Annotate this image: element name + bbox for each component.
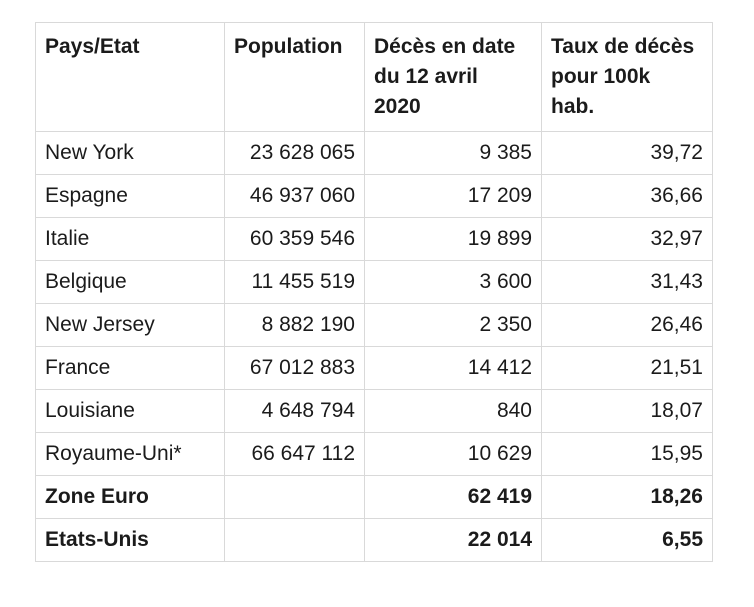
cell-pays-etat: Italie <box>35 217 225 261</box>
cell-population: 60 359 546 <box>224 217 365 261</box>
table-header: Pays/Etat Population Décès en date du 12… <box>35 22 713 132</box>
cell-pays-etat: France <box>35 346 225 390</box>
table-row-total-etats-unis: Etats-Unis 22 014 6,55 <box>35 518 713 562</box>
column-header-deces: Décès en date du 12 avril 2020 <box>364 22 542 132</box>
cell-deces: 2 350 <box>364 303 542 347</box>
cell-population: 8 882 190 <box>224 303 365 347</box>
cell-population: 4 648 794 <box>224 389 365 433</box>
column-header-population: Population <box>224 22 365 132</box>
cell-deces: 3 600 <box>364 260 542 304</box>
cell-taux: 18,07 <box>541 389 713 433</box>
cell-deces: 62 419 <box>364 475 542 519</box>
cell-taux: 31,43 <box>541 260 713 304</box>
cell-taux: 21,51 <box>541 346 713 390</box>
table-row: Italie 60 359 546 19 899 32,97 <box>35 217 713 261</box>
table-row: Royaume-Uni* 66 647 112 10 629 15,95 <box>35 432 713 476</box>
table-body: New York 23 628 065 9 385 39,72 Espagne … <box>35 131 713 562</box>
cell-pays-etat: Zone Euro <box>35 475 225 519</box>
table-row: Louisiane 4 648 794 840 18,07 <box>35 389 713 433</box>
column-header-pays-etat: Pays/Etat <box>35 22 225 132</box>
cell-taux: 39,72 <box>541 131 713 175</box>
cell-deces: 840 <box>364 389 542 433</box>
cell-pays-etat: Belgique <box>35 260 225 304</box>
cell-deces: 10 629 <box>364 432 542 476</box>
cell-pays-etat: Etats-Unis <box>35 518 225 562</box>
cell-taux: 32,97 <box>541 217 713 261</box>
cell-pays-etat: New York <box>35 131 225 175</box>
covid-deaths-table: Pays/Etat Population Décès en date du 12… <box>35 22 713 562</box>
cell-pays-etat: Louisiane <box>35 389 225 433</box>
cell-taux: 6,55 <box>541 518 713 562</box>
cell-deces: 14 412 <box>364 346 542 390</box>
cell-taux: 36,66 <box>541 174 713 218</box>
header-row: Pays/Etat Population Décès en date du 12… <box>35 22 713 132</box>
table-row: New York 23 628 065 9 385 39,72 <box>35 131 713 175</box>
table-row-total-zone-euro: Zone Euro 62 419 18,26 <box>35 475 713 519</box>
cell-deces: 9 385 <box>364 131 542 175</box>
cell-population: 23 628 065 <box>224 131 365 175</box>
table-row: Espagne 46 937 060 17 209 36,66 <box>35 174 713 218</box>
cell-population <box>224 475 365 519</box>
table-row: France 67 012 883 14 412 21,51 <box>35 346 713 390</box>
cell-taux: 18,26 <box>541 475 713 519</box>
cell-deces: 22 014 <box>364 518 542 562</box>
cell-population: 11 455 519 <box>224 260 365 304</box>
cell-deces: 17 209 <box>364 174 542 218</box>
cell-pays-etat: Royaume-Uni* <box>35 432 225 476</box>
cell-taux: 26,46 <box>541 303 713 347</box>
column-header-taux: Taux de décès pour 100k hab. <box>541 22 713 132</box>
cell-deces: 19 899 <box>364 217 542 261</box>
cell-pays-etat: Espagne <box>35 174 225 218</box>
table-row: Belgique 11 455 519 3 600 31,43 <box>35 260 713 304</box>
cell-taux: 15,95 <box>541 432 713 476</box>
cell-population <box>224 518 365 562</box>
cell-pays-etat: New Jersey <box>35 303 225 347</box>
cell-population: 66 647 112 <box>224 432 365 476</box>
table-row: New Jersey 8 882 190 2 350 26,46 <box>35 303 713 347</box>
cell-population: 67 012 883 <box>224 346 365 390</box>
cell-population: 46 937 060 <box>224 174 365 218</box>
